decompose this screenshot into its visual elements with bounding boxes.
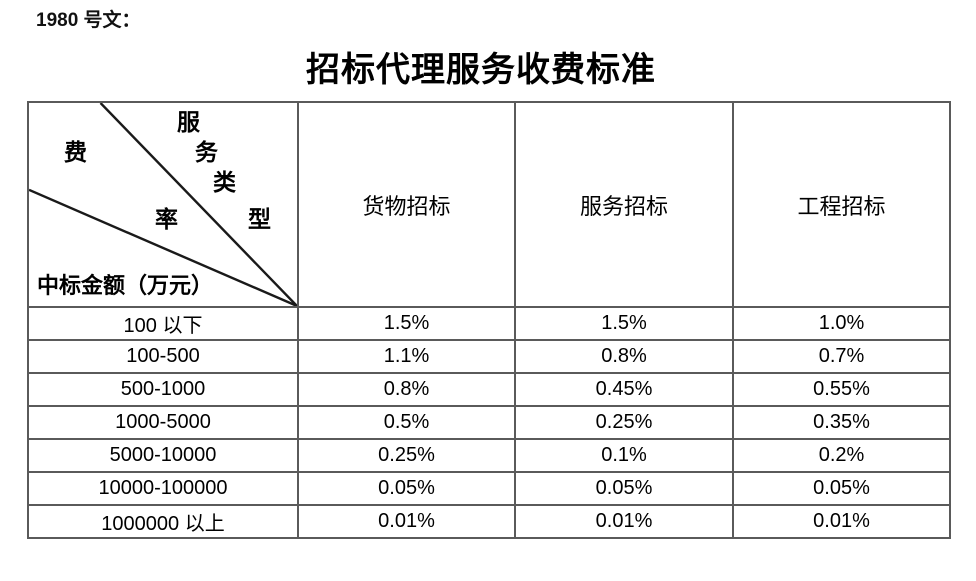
fee-standard-table: 服 务 类 型 费 率 中标金额（万元） 货物招标 服务招标 工程招标 100 … (27, 101, 951, 539)
cell-value: 0.01% (732, 504, 951, 539)
corner-service-type-char-3: 类 (213, 170, 236, 195)
cell-value: 0.2% (732, 438, 951, 473)
corner-service-type-char-2: 务 (195, 140, 218, 165)
cell-value: 0.01% (297, 504, 516, 539)
table-row: 1000-5000 0.5% 0.25% 0.35% (27, 405, 951, 440)
cell-value: 0.05% (732, 471, 951, 506)
cell-value: 0.8% (514, 339, 734, 374)
row-label: 1000-5000 (27, 405, 299, 440)
diagonal-corner-cell: 服 务 类 型 费 率 中标金额（万元） (27, 101, 299, 308)
table-row: 500-1000 0.8% 0.45% 0.55% (27, 372, 951, 407)
cell-value: 1.0% (732, 306, 951, 341)
column-header-goods: 货物招标 (297, 101, 516, 308)
cell-value: 0.35% (732, 405, 951, 440)
page-title: 招标代理服务收费标准 (306, 52, 656, 89)
cell-value: 0.55% (732, 372, 951, 407)
cell-value: 0.1% (514, 438, 734, 473)
row-label: 10000-100000 (27, 471, 299, 506)
cell-value: 1.1% (297, 339, 516, 374)
doc-number-label: 1980 号文： (36, 10, 141, 31)
table-row: 100-500 1.1% 0.8% 0.7% (27, 339, 951, 374)
cell-value: 0.45% (514, 372, 734, 407)
corner-service-type-char-4: 型 (248, 207, 271, 232)
cell-value: 0.01% (514, 504, 734, 539)
cell-value: 0.05% (297, 471, 516, 506)
cell-value: 0.7% (732, 339, 951, 374)
row-label: 5000-10000 (27, 438, 299, 473)
table-header-row: 服 务 类 型 费 率 中标金额（万元） 货物招标 服务招标 工程招标 (27, 101, 951, 308)
corner-amount-label: 中标金额（万元） (37, 273, 214, 298)
cell-value: 0.8% (297, 372, 516, 407)
row-label: 100 以下 (27, 306, 299, 341)
table-row: 100 以下 1.5% 1.5% 1.0% (27, 306, 951, 341)
table-row: 1000000 以上 0.01% 0.01% 0.01% (27, 504, 951, 539)
corner-rate-char-2: 率 (155, 207, 178, 232)
row-label: 1000000 以上 (27, 504, 299, 539)
table-row: 5000-10000 0.25% 0.1% 0.2% (27, 438, 951, 473)
table-row: 10000-100000 0.05% 0.05% 0.05% (27, 471, 951, 506)
corner-rate-char-1: 费 (64, 140, 87, 165)
cell-value: 1.5% (297, 306, 516, 341)
column-header-engineering: 工程招标 (732, 101, 951, 308)
corner-service-type-char-1: 服 (177, 110, 200, 135)
cell-value: 0.5% (297, 405, 516, 440)
cell-value: 1.5% (514, 306, 734, 341)
cell-value: 0.25% (297, 438, 516, 473)
cell-value: 0.05% (514, 471, 734, 506)
cell-value: 0.25% (514, 405, 734, 440)
column-header-services: 服务招标 (514, 101, 734, 308)
row-label: 500-1000 (27, 372, 299, 407)
diagonal-lines (29, 103, 297, 306)
row-label: 100-500 (27, 339, 299, 374)
